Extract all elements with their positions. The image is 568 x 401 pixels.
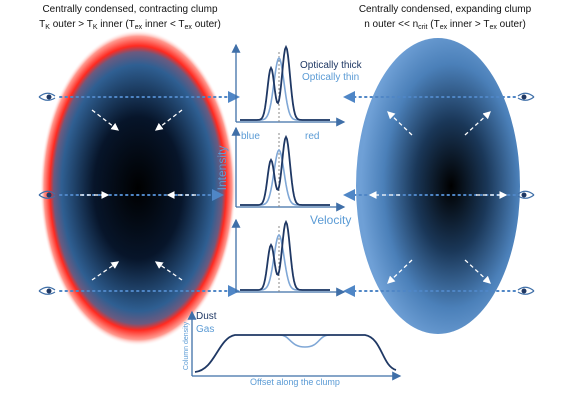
left-title: Centrally condensed, contracting clump bbox=[42, 4, 218, 15]
pupil bbox=[521, 94, 527, 100]
plots bbox=[187, 43, 402, 381]
eye bbox=[517, 286, 535, 295]
thin-profile bbox=[240, 233, 330, 291]
text-part: outer) bbox=[192, 19, 221, 30]
thick-profile bbox=[240, 44, 330, 121]
pupil bbox=[46, 94, 52, 100]
subscript: ex bbox=[135, 24, 143, 31]
subscript: ex bbox=[440, 24, 448, 31]
eye bbox=[517, 92, 535, 101]
legend-thick: Optically thick bbox=[300, 60, 363, 71]
right-condition: n outer << ncrit (Tex inner > Tex outer) bbox=[364, 19, 526, 31]
thick-profile bbox=[240, 219, 330, 291]
text-part: inner (T bbox=[98, 19, 135, 30]
pupil bbox=[46, 288, 52, 294]
intensity-label: Intensity bbox=[215, 146, 229, 191]
red-label: red bbox=[305, 131, 319, 142]
thin-profile bbox=[240, 148, 330, 206]
gas-label: Gas bbox=[196, 324, 214, 335]
text-part: T bbox=[39, 19, 45, 30]
velocity-label: Velocity bbox=[310, 213, 351, 227]
blue-label: blue bbox=[241, 131, 260, 142]
pupil bbox=[521, 288, 527, 294]
pupil bbox=[521, 192, 527, 198]
expanding-clump bbox=[356, 38, 520, 334]
dust-profile bbox=[194, 334, 397, 373]
dust-label: Dust bbox=[196, 311, 217, 322]
eye bbox=[38, 286, 56, 295]
offset-label: Offset along the clump bbox=[250, 377, 340, 387]
right-title: Centrally condensed, expanding clump bbox=[359, 4, 532, 15]
text-part: n outer << n bbox=[364, 19, 418, 30]
text-part: outer) bbox=[497, 19, 526, 30]
thick-profile bbox=[240, 134, 330, 206]
eye bbox=[38, 92, 56, 101]
subscript: K bbox=[45, 24, 50, 31]
pupil bbox=[46, 192, 52, 198]
left-condition: TK outer > TK inner (Tex inner < Tex out… bbox=[39, 19, 221, 31]
legend-thin: Optically thin bbox=[302, 72, 359, 83]
eye bbox=[38, 190, 56, 199]
text-part: outer > T bbox=[50, 19, 93, 30]
contracting-clump bbox=[40, 30, 236, 346]
eyes bbox=[38, 92, 535, 295]
column-density-label: Column density bbox=[183, 321, 190, 370]
motion-arrows bbox=[80, 109, 508, 284]
subscript: ex bbox=[185, 24, 193, 31]
subscript: ex bbox=[489, 24, 497, 31]
gas-profile bbox=[279, 334, 331, 348]
text-part: (T bbox=[428, 19, 440, 30]
subscript: K bbox=[93, 24, 98, 31]
text-part: inner > T bbox=[447, 19, 489, 30]
eye bbox=[517, 190, 535, 199]
text-part: inner < T bbox=[142, 19, 184, 30]
subscript: crit bbox=[418, 24, 427, 31]
